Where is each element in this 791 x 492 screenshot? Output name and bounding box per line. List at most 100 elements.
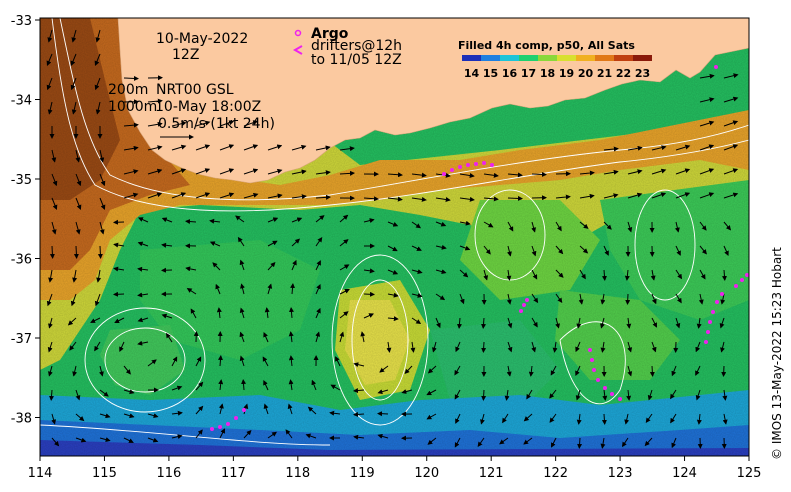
current-arrow — [267, 431, 278, 439]
current-arrow — [483, 196, 499, 202]
current-arrow — [576, 317, 582, 329]
current-arrow — [721, 365, 727, 377]
current-arrow — [195, 120, 211, 127]
current-arrow — [339, 289, 350, 295]
current-arrow — [171, 356, 178, 367]
current-arrow — [427, 437, 437, 445]
current-arrow — [237, 236, 245, 247]
current-arrow — [335, 356, 341, 367]
current-arrow — [353, 362, 365, 368]
current-arrow — [48, 317, 53, 329]
current-arrow — [411, 172, 427, 178]
current-arrow — [75, 221, 81, 235]
current-arrow — [379, 365, 389, 373]
current-arrow — [291, 169, 307, 175]
current-arrow — [267, 217, 279, 223]
current-arrow — [523, 437, 533, 445]
current-arrow — [137, 292, 149, 298]
current-arrow — [507, 195, 523, 201]
y-tick-label: -37 — [11, 332, 32, 347]
current-arrow — [723, 96, 739, 103]
current-arrow — [723, 144, 739, 151]
current-arrow — [621, 437, 629, 448]
current-arrow — [161, 242, 173, 248]
current-arrow — [387, 172, 403, 178]
y-tick-label: -38 — [11, 412, 32, 427]
current-arrow — [70, 53, 77, 67]
drifters-line-1: drifters@12h — [311, 38, 402, 54]
current-arrow — [435, 197, 451, 202]
current-arrow — [675, 192, 691, 199]
current-arrow — [531, 245, 537, 257]
current-arrow — [577, 437, 583, 449]
current-arrow — [551, 437, 557, 448]
current-arrow — [291, 144, 307, 151]
current-arrow — [147, 413, 159, 419]
current-arrow — [507, 172, 523, 178]
current-arrow — [578, 293, 584, 305]
current-arrow — [459, 220, 471, 226]
map-field — [40, 18, 749, 456]
current-arrow — [267, 283, 273, 295]
current-arrow — [481, 389, 487, 401]
current-arrow — [49, 389, 55, 401]
current-arrow — [267, 193, 283, 199]
current-arrow — [531, 269, 538, 280]
current-arrow — [481, 341, 487, 353]
current-arrow — [67, 317, 77, 326]
current-arrow — [339, 264, 350, 271]
current-arrow — [649, 365, 655, 377]
current-arrow — [723, 168, 739, 175]
current-arrow — [695, 389, 701, 401]
current-arrow — [315, 170, 331, 176]
current-arrow — [307, 406, 317, 415]
current-arrow — [209, 218, 221, 224]
current-arrow — [363, 313, 375, 319]
current-arrow — [240, 283, 245, 295]
current-arrow — [411, 269, 423, 274]
current-arrow — [75, 413, 85, 422]
current-arrow — [123, 192, 139, 199]
current-arrow — [454, 437, 461, 448]
x-tick-label: 124 — [672, 466, 697, 481]
x-tick-label: 118 — [285, 466, 310, 481]
current-arrow — [549, 413, 557, 423]
colorbar-tick-label: 14 — [464, 67, 480, 80]
current-arrow — [555, 245, 564, 255]
y-axis: -33 -34 -35 -36 -37 -38 — [11, 14, 40, 427]
current-arrow — [499, 437, 509, 445]
current-arrow — [171, 192, 187, 199]
current-arrow — [171, 410, 183, 416]
current-arrow — [575, 365, 581, 377]
current-arrow — [670, 389, 677, 400]
current-arrow — [699, 192, 715, 199]
current-arrow — [137, 317, 149, 323]
current-arrow — [137, 217, 149, 223]
current-arrow — [363, 268, 375, 274]
current-arrow — [123, 389, 135, 395]
current-arrow — [600, 437, 606, 449]
current-arrow — [339, 331, 345, 343]
current-arrow — [699, 245, 707, 255]
current-arrow — [95, 29, 101, 43]
current-arrow — [427, 365, 437, 374]
plot-frame — [39, 17, 750, 457]
current-arrow — [195, 381, 204, 391]
colorbar-cell — [633, 55, 652, 61]
current-arrow — [70, 77, 77, 91]
current-arrow — [46, 293, 53, 307]
current-arrow — [339, 146, 355, 152]
current-arrow — [137, 241, 149, 247]
colorbar-tick-label: 20 — [578, 67, 594, 80]
current-arrow — [363, 196, 379, 202]
current-arrow — [555, 194, 571, 200]
current-arrow — [315, 331, 321, 343]
colorbar-cell — [595, 55, 614, 61]
current-arrow — [550, 365, 557, 376]
current-arrow — [600, 341, 606, 353]
current-arrow — [528, 365, 534, 377]
current-arrow — [671, 437, 677, 449]
current-arrow — [94, 341, 101, 352]
current-arrow — [241, 379, 247, 391]
current-arrow — [267, 261, 276, 271]
